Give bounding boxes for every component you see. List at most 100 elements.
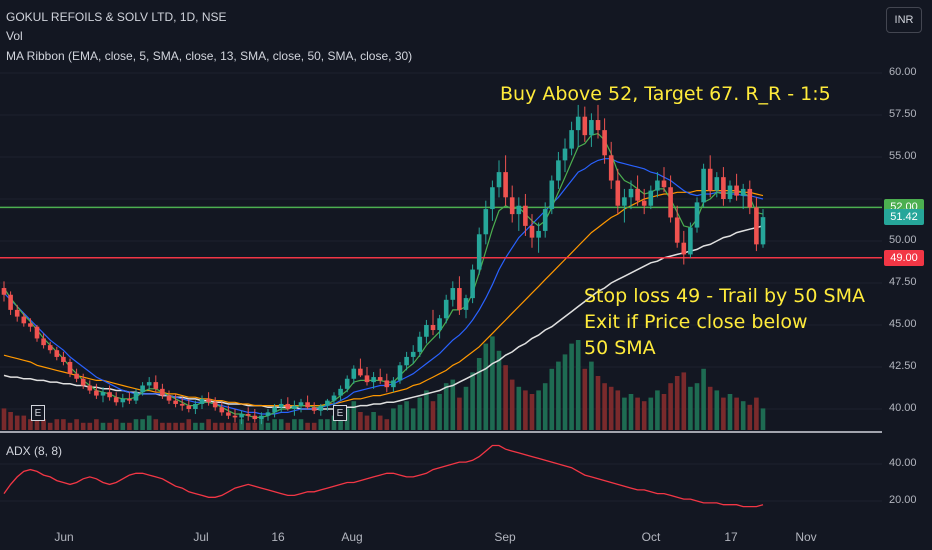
volume-series bbox=[1, 336, 766, 430]
price-tick-label: 45.00 bbox=[889, 318, 917, 330]
candle-body bbox=[668, 187, 673, 218]
volume-bar bbox=[206, 419, 211, 430]
candle-body bbox=[476, 234, 482, 270]
volume-bar bbox=[41, 419, 46, 430]
adx-line bbox=[3, 444, 764, 508]
candle-body bbox=[575, 116, 581, 131]
candle-body bbox=[351, 368, 357, 379]
candle-body bbox=[146, 382, 152, 386]
volume-bar bbox=[410, 408, 416, 430]
grid bbox=[0, 72, 882, 502]
adx-tick-label: 20.00 bbox=[889, 494, 917, 506]
volume-bar bbox=[681, 372, 687, 430]
candle-body bbox=[226, 412, 231, 416]
candle-body bbox=[549, 180, 555, 210]
candle-body bbox=[450, 288, 456, 300]
candle-body bbox=[331, 395, 337, 401]
stoploss-annotation-line3: 50 SMA bbox=[584, 337, 656, 359]
candle-body bbox=[311, 407, 317, 411]
time-tick-label: Nov bbox=[795, 530, 817, 544]
volume-bar bbox=[463, 386, 469, 430]
candle-body bbox=[87, 385, 93, 391]
candle-body bbox=[305, 402, 310, 408]
candle-body bbox=[338, 388, 343, 396]
candle-body bbox=[318, 405, 324, 411]
volume-bar bbox=[747, 404, 753, 430]
volume-bar bbox=[417, 397, 423, 430]
volume-bar bbox=[470, 372, 475, 430]
candle-body bbox=[259, 415, 264, 420]
volume-bar bbox=[331, 415, 337, 430]
candle-body bbox=[655, 180, 660, 191]
candle-body bbox=[430, 325, 436, 331]
volume-bar bbox=[727, 394, 733, 430]
candle-body bbox=[496, 172, 502, 188]
volume-bar bbox=[661, 394, 667, 430]
volume-bar bbox=[212, 422, 218, 430]
candle-body bbox=[21, 316, 27, 324]
volume-bar bbox=[1, 408, 7, 430]
volume-bar bbox=[107, 422, 112, 430]
earnings-event-icon[interactable]: E bbox=[31, 405, 45, 421]
candle-body bbox=[437, 318, 442, 331]
candle-body bbox=[622, 197, 627, 206]
volume-bar bbox=[714, 390, 720, 430]
volume-bar bbox=[318, 419, 324, 430]
volume-bar bbox=[193, 422, 198, 430]
volume-bar bbox=[437, 394, 442, 430]
price-tick-label: 55.00 bbox=[889, 150, 917, 162]
candle-body bbox=[67, 361, 73, 374]
volume-bar bbox=[615, 390, 621, 430]
candle-body bbox=[608, 155, 614, 181]
volume-bar bbox=[186, 419, 192, 430]
last-price-tag: 51.42 bbox=[884, 209, 924, 226]
volume-legend[interactable]: Vol bbox=[6, 29, 23, 43]
volume-bar bbox=[47, 422, 53, 430]
volume-bar bbox=[582, 368, 588, 430]
price-tick-label: 47.50 bbox=[889, 276, 917, 288]
volume-bar bbox=[523, 390, 528, 430]
volume-bar bbox=[622, 397, 627, 430]
candle-body bbox=[688, 227, 693, 255]
volume-bar bbox=[457, 397, 462, 430]
time-tick-label: Sep bbox=[494, 530, 516, 544]
adx-tick-label: 40.00 bbox=[889, 457, 917, 469]
volume-bar bbox=[516, 386, 522, 430]
earnings-event-icon[interactable]: E bbox=[333, 405, 347, 421]
volume-bar bbox=[701, 368, 706, 430]
volume-bar bbox=[734, 397, 739, 430]
adx-legend[interactable]: ADX (8, 8) bbox=[6, 444, 63, 458]
volume-bar bbox=[674, 376, 680, 430]
volume-bar bbox=[80, 422, 86, 430]
ma-ribbon bbox=[3, 132, 764, 418]
candle-body bbox=[232, 415, 238, 418]
ema5-line bbox=[3, 132, 764, 418]
candle-body bbox=[133, 392, 139, 401]
candle-body bbox=[410, 351, 416, 357]
candle-body bbox=[94, 390, 99, 396]
volume-bar bbox=[641, 401, 647, 430]
sma30-line bbox=[3, 190, 764, 407]
volume-bar bbox=[364, 415, 370, 430]
volume-bar bbox=[503, 365, 508, 430]
candle-body bbox=[80, 378, 86, 386]
volume-bar bbox=[740, 401, 746, 430]
currency-button[interactable]: INR bbox=[886, 7, 922, 33]
volume-bar bbox=[232, 422, 238, 430]
candle-body bbox=[582, 116, 588, 136]
chart-title[interactable]: GOKUL REFOILS & SOLV LTD, 1D, NSE bbox=[6, 10, 227, 24]
candle-body bbox=[325, 400, 330, 406]
time-tick-label: Oct bbox=[641, 530, 661, 544]
volume-bar bbox=[556, 361, 561, 430]
ma-ribbon-legend[interactable]: MA Ribbon (EMA, close, 5, SMA, close, 13… bbox=[6, 49, 413, 63]
candle-body bbox=[424, 325, 429, 337]
candle-body bbox=[206, 398, 211, 403]
candle-body bbox=[127, 398, 132, 401]
candle-body bbox=[61, 356, 66, 362]
volume-bar bbox=[688, 386, 693, 430]
candle-body bbox=[107, 392, 112, 398]
candle-body bbox=[364, 375, 370, 383]
time-tick-label: Jun bbox=[54, 530, 74, 544]
volume-bar bbox=[311, 422, 317, 430]
